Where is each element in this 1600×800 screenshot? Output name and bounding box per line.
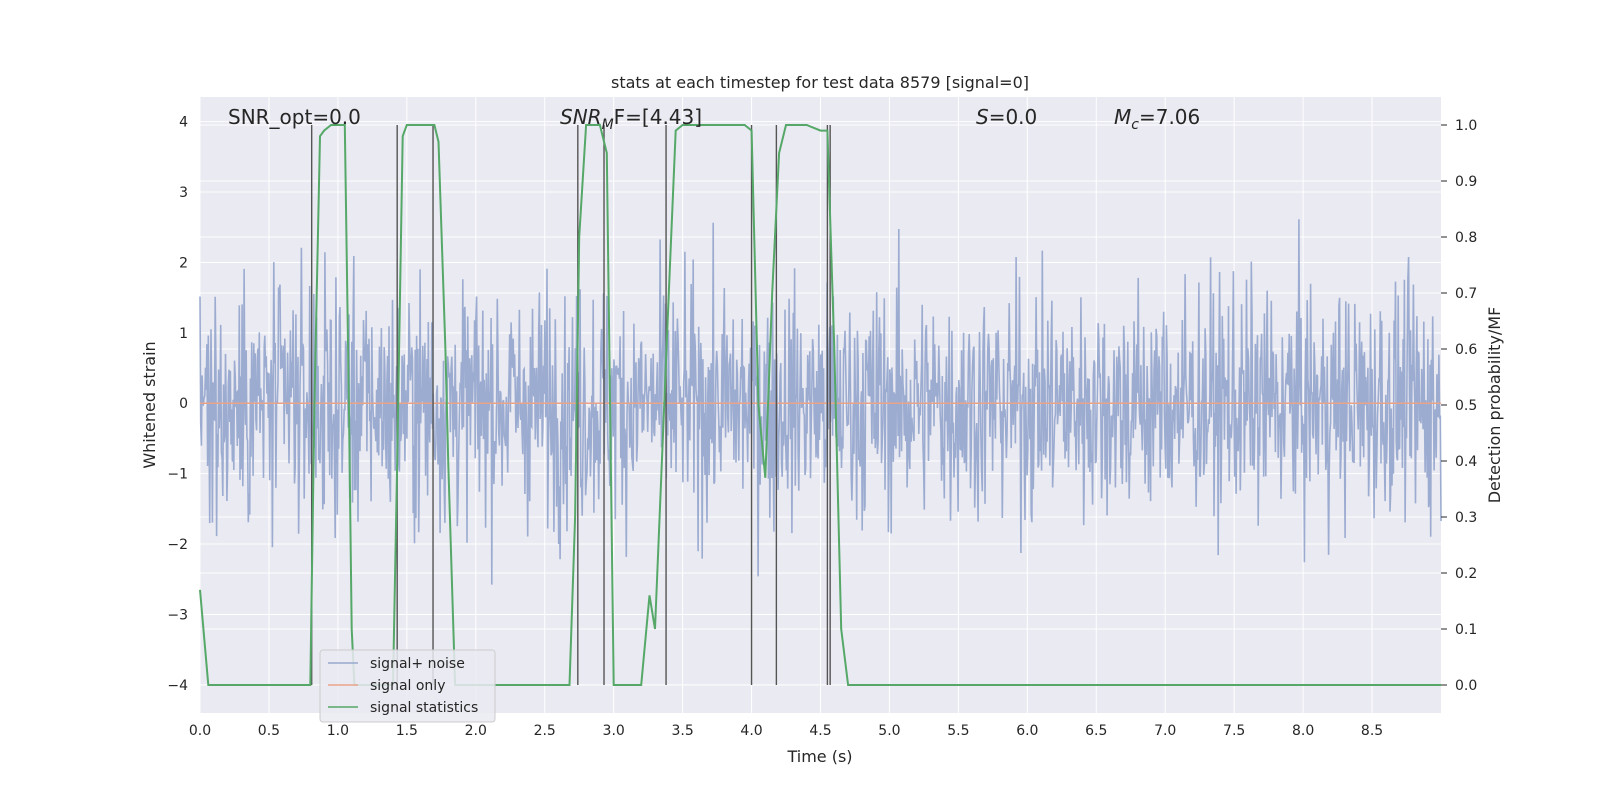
y-tick-label: 0 <box>179 396 188 412</box>
x-tick-label: 5.5 <box>947 723 969 739</box>
y-tick-label: −1 <box>167 467 188 483</box>
annotation-s: S=0.0 <box>976 105 1037 129</box>
snr-mf-rest: F=[4.43] <box>614 105 702 129</box>
y2-tick-label: 0.7 <box>1455 286 1477 302</box>
legend-label-stats: signal statistics <box>370 700 478 716</box>
y2-tick-label: 0.1 <box>1455 622 1477 638</box>
x-tick-label: 5.0 <box>878 723 900 739</box>
statistics-trace <box>199 124 1441 686</box>
y-ticks: 4 3 2 1 0 −1 −2 −3 −4 <box>167 115 188 694</box>
y-tick-label: −3 <box>167 607 188 623</box>
x-tick-label: 2.0 <box>465 723 487 739</box>
y2-tick-label: 0.8 <box>1455 230 1477 246</box>
y2-ticks: 1.0 0.9 0.8 0.7 0.6 0.5 0.4 0.3 0.2 0.1 0.0 <box>1441 118 1477 694</box>
x-tick-label: 1.5 <box>396 723 418 739</box>
y-tick-label: 1 <box>179 326 188 342</box>
y2-tick-label: 1.0 <box>1455 118 1477 134</box>
y2-tick-label: 0.9 <box>1455 174 1477 190</box>
x-tick-label: 0.5 <box>258 723 280 739</box>
x-ticks: 0.0 0.5 1.0 1.5 2.0 2.5 3.0 3.5 4.0 4.5 5.0 5.5 6.0 6… <box>189 723 1383 739</box>
x-tick-label: 3.5 <box>671 723 693 739</box>
mc-sub: c <box>1131 117 1139 133</box>
legend-box <box>319 649 496 723</box>
x-tick-label: 4.5 <box>809 723 831 739</box>
annotation-snr-mf: SNRMF=[4.43] <box>560 105 702 133</box>
x-tick-label: 7.5 <box>1223 723 1245 739</box>
y2-tick-label: 0.2 <box>1455 566 1477 582</box>
legend: signal+ noise signal only signal statist… <box>319 649 496 723</box>
x-tick-label: 4.0 <box>740 723 762 739</box>
x-tick-label: 0.0 <box>189 723 211 739</box>
y2-axis-label: Detection probability/MF <box>1485 307 1504 504</box>
x-tick-label: 6.0 <box>1016 723 1038 739</box>
y2-tick-label: 0.3 <box>1455 510 1477 526</box>
x-axis-label: Time (s) <box>786 747 852 766</box>
y2-tick-label: 0.0 <box>1455 678 1477 694</box>
annotation-mc: Mc=7.06 <box>1114 105 1200 133</box>
x-tick-label: 3.0 <box>603 723 625 739</box>
y-tick-label: 4 <box>179 115 188 131</box>
y2-tick-label: 0.4 <box>1455 454 1477 470</box>
y-tick-label: 3 <box>179 185 188 201</box>
mc-base: M <box>1114 105 1131 129</box>
y-axis-label: Whitened strain <box>140 341 159 468</box>
mc-rest: =7.06 <box>1139 105 1200 129</box>
x-tick-label: 1.0 <box>327 723 349 739</box>
s-base: S <box>976 105 989 129</box>
x-tick-label: 7.0 <box>1154 723 1176 739</box>
chart-title: stats at each timestep for test data 857… <box>611 73 1029 92</box>
annotation-snr-opt: SNR_opt=0.0 <box>228 105 361 129</box>
x-tick-label: 2.5 <box>534 723 556 739</box>
legend-label-signal: signal only <box>370 678 445 694</box>
noise-trace <box>199 219 1442 585</box>
statistics-line <box>199 124 1441 686</box>
y-tick-label: 2 <box>179 255 188 271</box>
snr-mf-sub: M <box>602 117 614 133</box>
y2-tick-label: 0.5 <box>1455 398 1477 414</box>
y-tick-label: −4 <box>167 678 188 694</box>
x-tick-label: 6.5 <box>1085 723 1107 739</box>
noise-line <box>199 219 1442 585</box>
snr-mf-base: SNR <box>560 105 602 129</box>
y2-tick-label: 0.6 <box>1455 342 1477 358</box>
y-tick-label: −2 <box>167 537 188 553</box>
s-rest: =0.0 <box>989 105 1038 129</box>
legend-label-noise: signal+ noise <box>370 656 465 672</box>
x-tick-label: 8.5 <box>1361 723 1383 739</box>
x-tick-label: 8.0 <box>1292 723 1314 739</box>
